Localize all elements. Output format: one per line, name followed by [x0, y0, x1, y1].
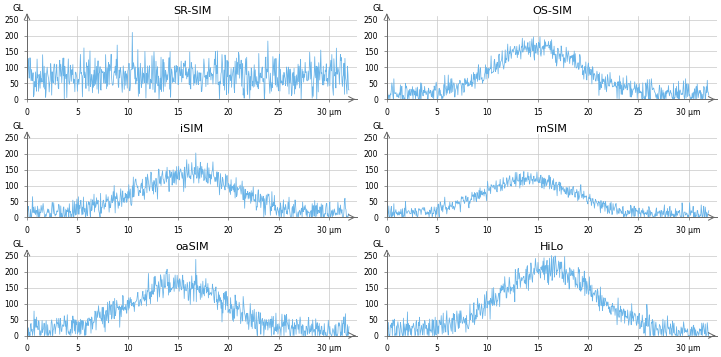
- Title: mSIM: mSIM: [536, 124, 567, 134]
- Text: GL: GL: [12, 240, 24, 249]
- Text: GL: GL: [12, 122, 24, 131]
- Title: oaSIM: oaSIM: [175, 242, 209, 252]
- Title: SR-SIM: SR-SIM: [173, 6, 211, 16]
- Text: GL: GL: [372, 240, 384, 249]
- Text: GL: GL: [372, 4, 384, 13]
- Title: iSIM: iSIM: [180, 124, 203, 134]
- Title: OS-SIM: OS-SIM: [532, 6, 572, 16]
- Title: HiLo: HiLo: [540, 242, 564, 252]
- Text: GL: GL: [12, 4, 24, 13]
- Text: GL: GL: [372, 122, 384, 131]
